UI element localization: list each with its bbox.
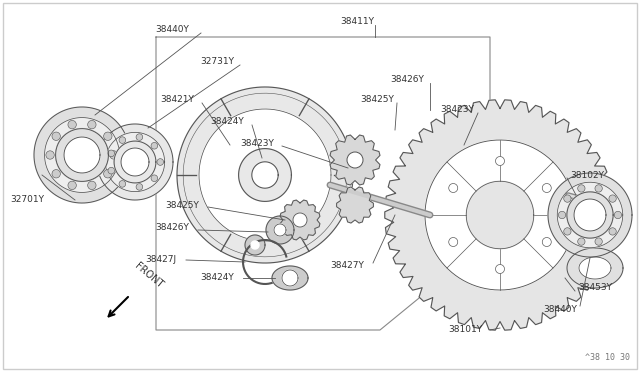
Circle shape: [104, 132, 112, 141]
Polygon shape: [114, 141, 156, 183]
Circle shape: [136, 183, 143, 190]
Polygon shape: [280, 200, 320, 240]
Polygon shape: [121, 148, 149, 176]
Text: 38425Y: 38425Y: [360, 96, 394, 105]
Circle shape: [109, 151, 118, 159]
Circle shape: [347, 152, 363, 168]
Text: 38411Y: 38411Y: [340, 17, 374, 26]
Text: 38421Y: 38421Y: [160, 96, 194, 105]
Circle shape: [151, 175, 157, 182]
Circle shape: [542, 237, 551, 247]
Circle shape: [293, 213, 307, 227]
Circle shape: [542, 183, 551, 192]
Text: 38427Y: 38427Y: [330, 260, 364, 269]
Circle shape: [495, 157, 504, 166]
Circle shape: [104, 170, 112, 178]
Polygon shape: [106, 132, 164, 192]
Circle shape: [88, 181, 96, 190]
Polygon shape: [548, 173, 632, 257]
Circle shape: [449, 237, 458, 247]
Polygon shape: [245, 235, 265, 255]
Text: ^38 10 30: ^38 10 30: [585, 353, 630, 362]
Polygon shape: [282, 270, 298, 286]
Polygon shape: [567, 192, 613, 238]
Text: 38440Y: 38440Y: [543, 305, 577, 314]
Polygon shape: [567, 248, 623, 288]
Polygon shape: [45, 118, 120, 192]
Circle shape: [614, 211, 621, 219]
Circle shape: [564, 228, 571, 235]
Text: 38102Y: 38102Y: [570, 170, 604, 180]
Text: 38101Y: 38101Y: [448, 326, 482, 334]
Circle shape: [151, 142, 157, 149]
Polygon shape: [467, 181, 534, 249]
Polygon shape: [557, 182, 623, 248]
Circle shape: [595, 185, 602, 192]
Text: 38423Y: 38423Y: [240, 138, 274, 148]
Text: 38427J: 38427J: [145, 256, 176, 264]
Circle shape: [578, 185, 585, 192]
Circle shape: [609, 195, 616, 202]
Polygon shape: [56, 129, 108, 182]
Polygon shape: [239, 148, 291, 201]
Text: 32701Y: 32701Y: [10, 196, 44, 205]
Polygon shape: [114, 141, 156, 183]
Polygon shape: [56, 129, 108, 182]
Circle shape: [52, 132, 60, 141]
Polygon shape: [97, 124, 173, 200]
Polygon shape: [199, 109, 331, 241]
Polygon shape: [252, 162, 278, 188]
Polygon shape: [274, 224, 286, 236]
Polygon shape: [337, 187, 373, 223]
Polygon shape: [579, 257, 611, 279]
Polygon shape: [567, 192, 613, 238]
Polygon shape: [64, 137, 100, 173]
Circle shape: [558, 211, 566, 219]
Text: 38424Y: 38424Y: [210, 118, 244, 126]
Text: 38426Y: 38426Y: [155, 224, 189, 232]
Circle shape: [578, 238, 585, 245]
Polygon shape: [385, 100, 615, 330]
Circle shape: [108, 167, 115, 174]
Polygon shape: [330, 135, 380, 185]
Circle shape: [88, 121, 96, 129]
Polygon shape: [425, 140, 575, 290]
Text: 38423Y: 38423Y: [440, 106, 474, 115]
Circle shape: [495, 264, 504, 273]
Circle shape: [157, 159, 164, 165]
Circle shape: [119, 137, 125, 144]
Text: 38453Y: 38453Y: [578, 283, 612, 292]
Circle shape: [136, 134, 143, 141]
Circle shape: [564, 195, 571, 202]
Text: 32731Y: 32731Y: [200, 58, 234, 67]
Polygon shape: [177, 87, 353, 263]
Circle shape: [52, 170, 60, 178]
Polygon shape: [251, 241, 259, 249]
Circle shape: [609, 228, 616, 235]
Polygon shape: [272, 266, 308, 290]
Circle shape: [108, 150, 115, 157]
Circle shape: [68, 181, 76, 190]
Circle shape: [68, 121, 76, 129]
Circle shape: [46, 151, 54, 159]
Polygon shape: [266, 216, 294, 244]
Text: 38426Y: 38426Y: [390, 76, 424, 84]
Text: 38425Y: 38425Y: [165, 201, 199, 209]
Text: 38424Y: 38424Y: [200, 273, 234, 282]
Circle shape: [595, 238, 602, 245]
Polygon shape: [34, 107, 130, 203]
Text: FRONT: FRONT: [133, 261, 165, 290]
Circle shape: [449, 183, 458, 192]
Circle shape: [119, 180, 125, 187]
Polygon shape: [574, 199, 606, 231]
Text: 38440Y: 38440Y: [155, 26, 189, 35]
